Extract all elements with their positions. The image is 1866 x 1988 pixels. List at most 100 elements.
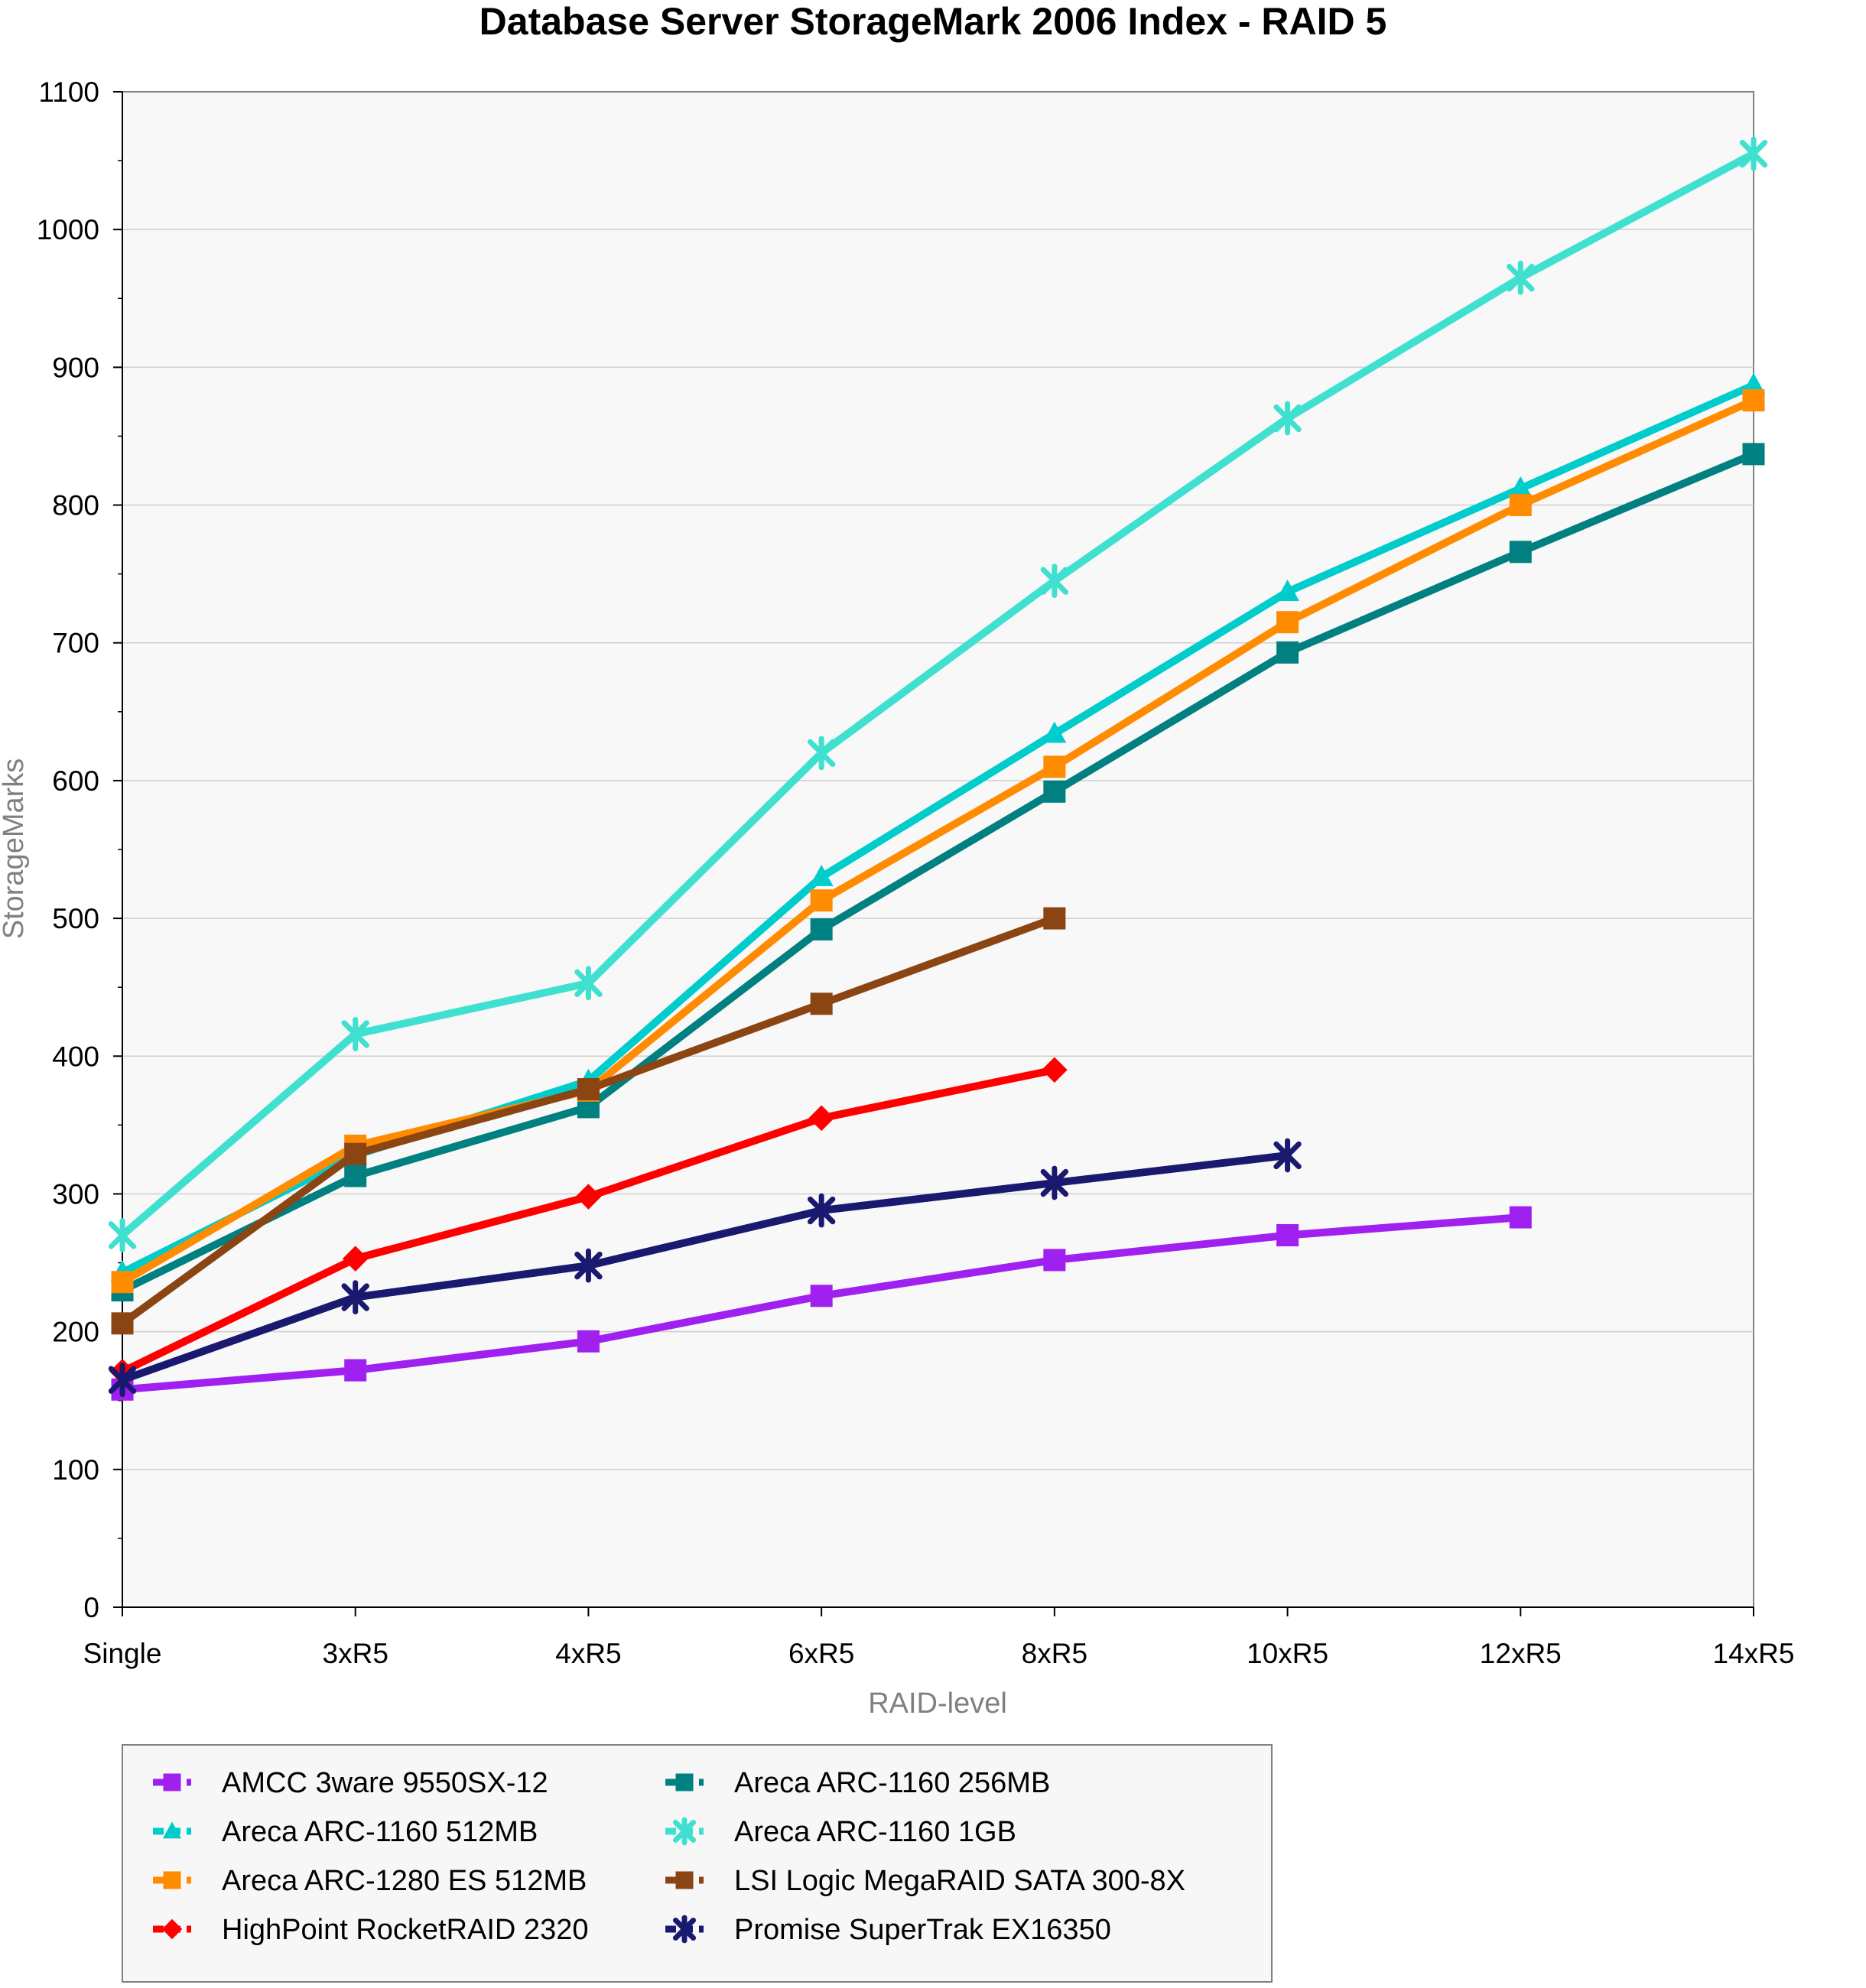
legend-item: AMCC 3ware 9550SX-12 — [153, 1767, 548, 1799]
data-point — [1043, 907, 1066, 930]
data-point — [342, 1246, 369, 1272]
series-areca-arc-1280-es-512mb — [111, 389, 1765, 1294]
legend-item: Areca ARC-1160 1GB — [665, 1816, 1016, 1848]
y-tick-label: 900 — [52, 352, 99, 383]
data-point — [810, 889, 833, 912]
plot-area — [122, 91, 1754, 1608]
data-point — [344, 1165, 367, 1187]
y-tick-label: 1000 — [37, 214, 99, 245]
data-point — [1040, 564, 1069, 599]
x-tick-label: 4xR5 — [555, 1638, 621, 1669]
data-point — [344, 1142, 367, 1165]
data-point — [1507, 260, 1535, 295]
data-point — [577, 1078, 600, 1101]
x-tick-label: 12xR5 — [1480, 1638, 1562, 1669]
y-tick-label: 0 — [83, 1592, 99, 1623]
y-tick-labels: 0 100 200 300 400 500 600 700 800 900 1000 1100 — [37, 76, 99, 1623]
data-point — [1509, 494, 1532, 517]
chart-title: Database Server StorageMark 2006 Index -… — [480, 0, 1387, 43]
legend-marker — [161, 1918, 183, 1940]
data-point — [807, 1193, 836, 1228]
legend-marker — [672, 1817, 697, 1846]
legend-marker — [162, 1821, 182, 1839]
data-point — [574, 1248, 603, 1283]
series-group — [108, 136, 1768, 1401]
y-tick-label: 800 — [52, 490, 99, 521]
y-axis-label: StorageMarks — [0, 758, 30, 940]
x-tick-label: 6xR5 — [788, 1638, 854, 1669]
legend-label: Areca ARC-1160 512MB — [222, 1816, 538, 1848]
x-tick-label: 14xR5 — [1713, 1638, 1795, 1669]
data-point — [1508, 476, 1533, 498]
legend-label: Promise SuperTrak EX16350 — [734, 1914, 1111, 1946]
data-point — [1741, 372, 1766, 395]
legend-label: Areca ARC-1280 ES 512MB — [222, 1865, 587, 1897]
legend-label: LSI Logic MegaRAID SATA 300-8X — [734, 1865, 1185, 1897]
data-point — [810, 918, 833, 941]
legend-label: Areca ARC-1160 256MB — [734, 1767, 1050, 1799]
y-tick-label: 700 — [52, 628, 99, 659]
data-point — [809, 864, 834, 886]
y-tick-label: 300 — [52, 1178, 99, 1210]
y-tick-label: 600 — [52, 765, 99, 797]
legend-marker — [163, 1773, 181, 1791]
series-lsi-logic-megaraid-sata-300-8x — [111, 907, 1066, 1335]
data-point — [1040, 1165, 1069, 1200]
data-point — [810, 992, 833, 1015]
legend-marker — [672, 1915, 697, 1944]
x-tick-labels: Single 3xR5 4xR5 6xR5 8xR5 10xR5 12xR5 14xR5 — [83, 1638, 1795, 1669]
legend-item: LSI Logic MegaRAID SATA 300-8X — [665, 1865, 1185, 1897]
data-point — [575, 1184, 602, 1210]
data-point — [1276, 611, 1299, 634]
data-point — [111, 1271, 134, 1294]
data-point — [1043, 755, 1066, 778]
grid-lines — [122, 229, 1754, 1470]
data-point — [1742, 389, 1765, 412]
series-line — [119, 396, 1757, 1286]
x-tick-label: 8xR5 — [1022, 1638, 1087, 1669]
data-point — [1043, 780, 1066, 803]
data-point — [111, 1312, 134, 1335]
x-tick-label: 10xR5 — [1247, 1638, 1328, 1669]
data-point — [1742, 443, 1765, 466]
data-point — [344, 1359, 367, 1382]
data-point — [1739, 136, 1768, 171]
y-tick-label: 100 — [52, 1454, 99, 1486]
data-point — [1509, 541, 1532, 564]
series-line — [119, 450, 1757, 1294]
series-line — [119, 1152, 1292, 1384]
data-point — [807, 736, 836, 771]
data-point — [1276, 641, 1299, 664]
legend-label: Areca ARC-1160 1GB — [734, 1816, 1016, 1848]
y-tick-label: 400 — [52, 1041, 99, 1072]
y-tick-label: 1100 — [38, 76, 99, 108]
legend-marker — [675, 1871, 694, 1889]
axes — [113, 91, 1754, 1616]
data-point — [1042, 1057, 1068, 1083]
series-amcc-3ware-9550sx-12 — [111, 1206, 1532, 1401]
x-tick-label: Single — [83, 1638, 162, 1669]
legend-item: HighPoint RocketRAID 2320 — [153, 1914, 588, 1946]
legend: AMCC 3ware 9550SX-12 Areca ARC-1160 256MB… — [122, 1744, 1273, 1983]
data-point — [1276, 579, 1299, 601]
y-tick-label: 200 — [52, 1317, 99, 1348]
data-point — [574, 966, 603, 1001]
data-point — [810, 1285, 833, 1307]
series-line — [119, 150, 1757, 1239]
data-point — [1273, 401, 1302, 436]
data-point — [108, 1363, 137, 1398]
data-point — [1043, 1249, 1066, 1272]
data-point — [1276, 1224, 1299, 1247]
x-axis-label: RAID-level — [868, 1688, 1007, 1720]
data-point — [577, 1330, 600, 1353]
series-areca-arc-1160-1gb — [108, 136, 1768, 1252]
data-point — [1042, 721, 1067, 743]
data-point — [808, 1105, 834, 1132]
legend-marker — [675, 1773, 694, 1791]
data-point — [341, 1017, 369, 1051]
x-tick-label: 3xR5 — [323, 1638, 388, 1669]
legend-item: Promise SuperTrak EX16350 — [665, 1914, 1111, 1946]
legend-label: AMCC 3ware 9550SX-12 — [222, 1767, 548, 1799]
legend-box — [122, 1744, 1273, 1983]
